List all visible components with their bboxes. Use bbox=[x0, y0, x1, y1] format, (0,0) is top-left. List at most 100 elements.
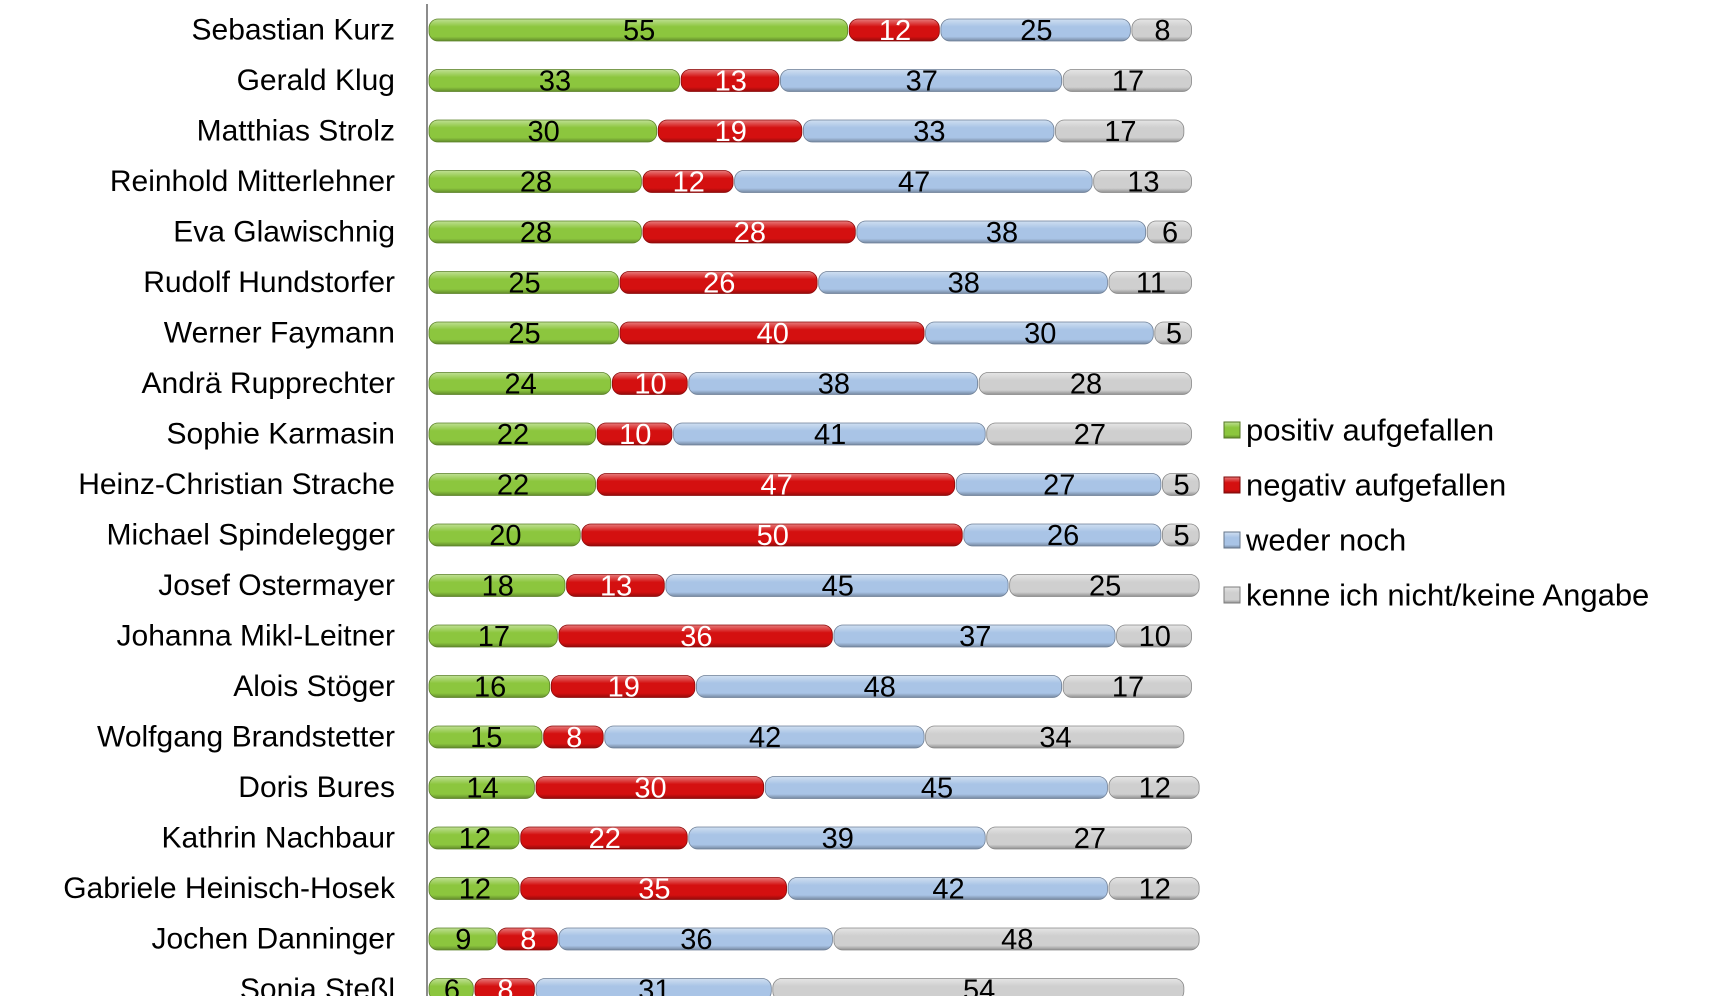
bar-segment bbox=[497, 927, 558, 951]
bar-segment bbox=[642, 170, 734, 193]
bar-segment bbox=[428, 220, 642, 244]
category-label: Sebastian Kurz bbox=[192, 14, 395, 47]
bar-segment bbox=[1055, 119, 1185, 143]
data-label: 50 bbox=[757, 520, 789, 552]
data-label: 25 bbox=[508, 268, 540, 300]
category-label: Sophie Karmasin bbox=[167, 418, 395, 451]
category-label: Gabriele Heinisch-Hosek bbox=[63, 872, 396, 905]
category-label: Matthias Strolz bbox=[197, 115, 395, 148]
data-label: 5 bbox=[1173, 520, 1189, 552]
data-label: 40 bbox=[757, 318, 789, 350]
data-label: 22 bbox=[589, 823, 621, 855]
data-label: 30 bbox=[1024, 318, 1056, 350]
bar-segment bbox=[734, 170, 1093, 193]
bar-segment bbox=[428, 927, 497, 951]
bar-segment bbox=[428, 170, 642, 193]
bar-segment bbox=[604, 725, 925, 749]
bar-segment bbox=[428, 877, 520, 900]
bar-segment bbox=[1146, 220, 1192, 244]
bar-segment bbox=[428, 675, 551, 698]
bar-segment bbox=[688, 826, 986, 850]
legend-label: negativ aufgefallen bbox=[1246, 468, 1506, 503]
bar-segment bbox=[619, 321, 925, 345]
data-label: 48 bbox=[864, 672, 896, 704]
bar-segment bbox=[925, 725, 1185, 749]
category-label: Werner Faymann bbox=[164, 317, 395, 350]
bar-segment bbox=[520, 826, 688, 850]
bar-segment bbox=[1093, 170, 1192, 193]
bar-segment bbox=[428, 826, 520, 850]
data-label: 36 bbox=[680, 621, 712, 653]
data-label: 22 bbox=[497, 419, 529, 451]
bar-segment bbox=[802, 119, 1055, 143]
category-label: Gerald Klug bbox=[237, 64, 395, 97]
category-label: Heinz-Christian Strache bbox=[78, 468, 395, 501]
bar-segment bbox=[772, 978, 1185, 996]
data-label: 24 bbox=[505, 369, 537, 401]
data-label: 10 bbox=[619, 419, 651, 451]
bar-segment bbox=[535, 978, 772, 996]
bar-segment bbox=[428, 776, 535, 799]
bar-segment bbox=[848, 18, 940, 42]
data-label: 27 bbox=[1074, 419, 1106, 451]
category-label: Alois Stöger bbox=[233, 670, 395, 703]
bar-segment bbox=[558, 624, 833, 648]
bar-segment bbox=[1131, 18, 1192, 42]
data-label: 35 bbox=[638, 874, 670, 906]
bar-segment bbox=[986, 826, 1192, 850]
bar-segment bbox=[428, 422, 596, 446]
data-label: 33 bbox=[913, 116, 945, 148]
bar-segment bbox=[428, 271, 619, 294]
bar-segment bbox=[1108, 271, 1192, 294]
data-label: 30 bbox=[634, 773, 666, 805]
bar-segment bbox=[428, 725, 543, 749]
bar-segment bbox=[520, 877, 787, 900]
bar-segment bbox=[535, 776, 765, 799]
bar-segment bbox=[543, 725, 604, 749]
legend-label: positiv aufgefallen bbox=[1246, 413, 1494, 448]
data-label: 34 bbox=[1039, 722, 1071, 754]
bar-segment bbox=[978, 372, 1192, 395]
bar-segment bbox=[680, 69, 780, 92]
data-label: 15 bbox=[470, 722, 502, 754]
category-label: Josef Ostermayer bbox=[158, 569, 395, 602]
bar-segment bbox=[963, 523, 1162, 547]
data-label: 11 bbox=[1136, 268, 1166, 300]
legend-swatch bbox=[1223, 476, 1241, 494]
legend-label: kenne ich nicht/keine Angabe bbox=[1246, 578, 1649, 613]
category-label: Eva Glawischnig bbox=[173, 216, 395, 249]
bar-segment bbox=[673, 422, 986, 446]
bar-segment bbox=[1108, 877, 1200, 900]
data-label: 48 bbox=[1001, 924, 1033, 956]
data-label: 8 bbox=[497, 975, 513, 996]
bar-segment bbox=[940, 18, 1131, 42]
legend-swatch bbox=[1223, 531, 1241, 549]
bar-segment bbox=[581, 523, 963, 547]
bar-segment bbox=[428, 119, 658, 143]
data-label: 37 bbox=[959, 621, 991, 653]
data-label: 28 bbox=[1070, 369, 1102, 401]
bar-segment bbox=[955, 473, 1162, 496]
bar-segment bbox=[1116, 624, 1192, 648]
bar-segment bbox=[428, 372, 612, 395]
bar-segment bbox=[688, 372, 978, 395]
data-label: 6 bbox=[444, 975, 460, 996]
data-label: 13 bbox=[1127, 167, 1159, 199]
legend: positiv aufgefallen negativ aufgefallen we… bbox=[1223, 413, 1649, 613]
bar-segment bbox=[566, 574, 665, 597]
data-label: 17 bbox=[1112, 672, 1144, 704]
data-label: 8 bbox=[520, 924, 536, 956]
data-label: 38 bbox=[818, 369, 850, 401]
category-label: Michael Spindelegger bbox=[106, 519, 395, 552]
bar-segment bbox=[619, 271, 818, 294]
data-label: 6 bbox=[1162, 217, 1178, 249]
data-label: 38 bbox=[948, 268, 980, 300]
bar-segment bbox=[1062, 69, 1192, 92]
data-label: 26 bbox=[703, 268, 735, 300]
data-label: 22 bbox=[497, 470, 529, 502]
bar-segment bbox=[642, 220, 856, 244]
bar-segment bbox=[665, 574, 1009, 597]
bar-segment bbox=[764, 776, 1108, 799]
